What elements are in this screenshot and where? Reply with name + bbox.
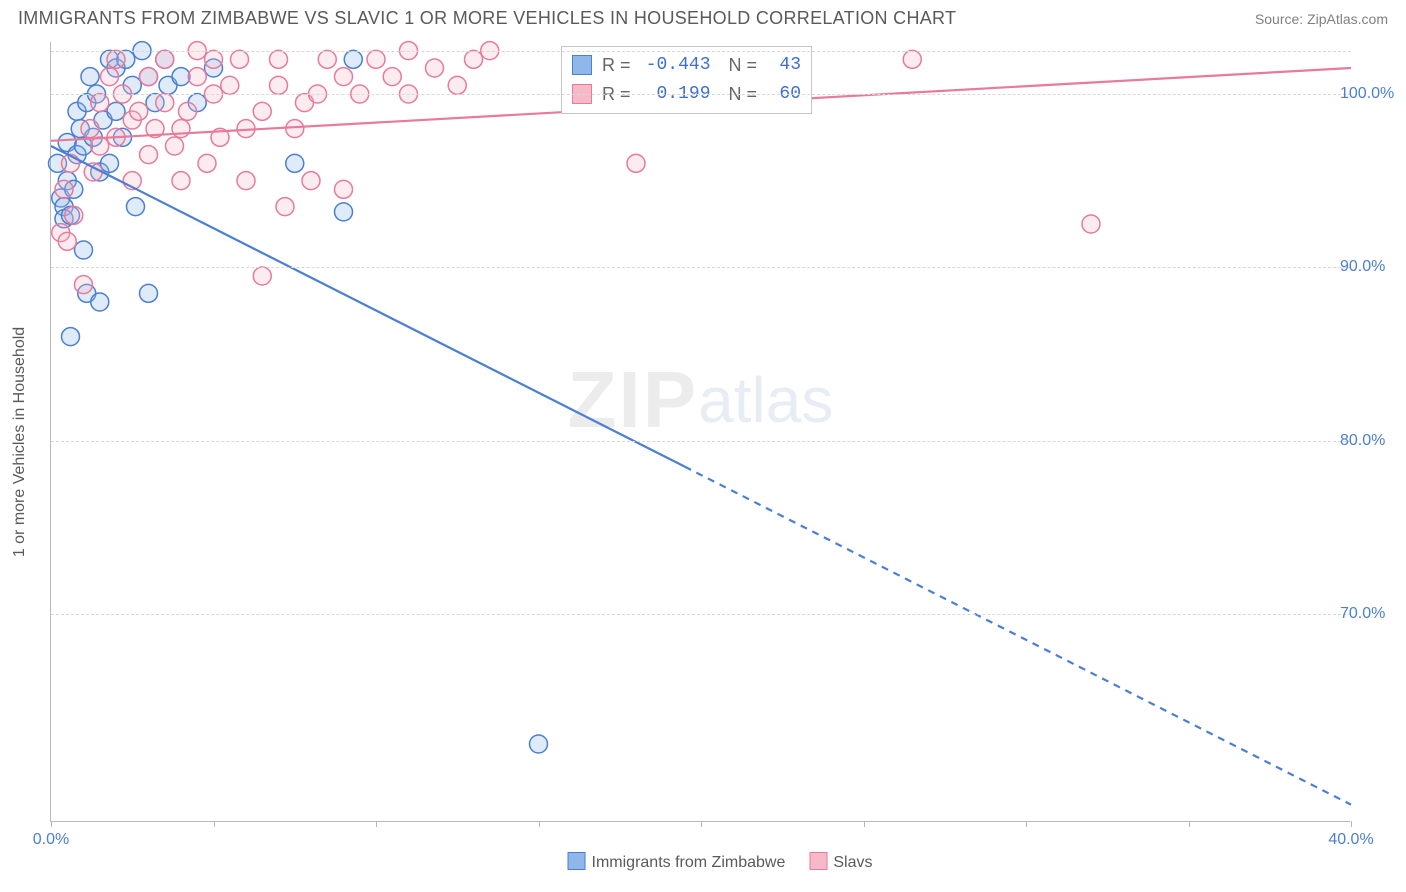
data-point-zimbabwe xyxy=(75,241,93,259)
gridline-h xyxy=(51,441,1351,442)
x-tick xyxy=(1189,821,1190,827)
data-point-slavs xyxy=(140,68,158,86)
chart-container: 1 or more Vehicles in Household ZIPatlas… xyxy=(50,42,1390,842)
data-point-slavs xyxy=(156,94,174,112)
y-tick-label: 100.0% xyxy=(1340,85,1400,103)
x-tick xyxy=(1026,821,1027,827)
data-point-zimbabwe xyxy=(107,102,125,120)
y-tick-label: 70.0% xyxy=(1340,605,1400,623)
data-point-slavs xyxy=(107,50,125,68)
correlation-stat-box: R =-0.443N =43R =0.199N =60 xyxy=(561,46,812,114)
legend-swatch xyxy=(568,852,586,870)
source-attribution: Source: ZipAtlas.com xyxy=(1255,11,1388,27)
bottom-legend: Immigrants from Zimbabwe Slavs xyxy=(568,852,873,872)
legend-item-slavs: Slavs xyxy=(809,852,872,872)
data-point-zimbabwe xyxy=(91,293,109,311)
data-point-slavs xyxy=(627,154,645,172)
chart-title: IMMIGRANTS FROM ZIMBABWE VS SLAVIC 1 OR … xyxy=(18,8,956,29)
trend-line xyxy=(51,146,685,467)
x-tick xyxy=(214,821,215,827)
statbox-swatch xyxy=(572,55,592,75)
data-point-slavs xyxy=(318,50,336,68)
data-point-slavs xyxy=(253,102,271,120)
x-tick-label: 0.0% xyxy=(33,831,69,849)
data-point-slavs xyxy=(65,206,83,224)
data-point-slavs xyxy=(302,172,320,190)
data-point-zimbabwe xyxy=(101,154,119,172)
svg-layer xyxy=(51,42,1351,822)
data-point-slavs xyxy=(253,267,271,285)
plot-area: ZIPatlas R =-0.443N =43R =0.199N =60 70.… xyxy=(50,42,1350,822)
x-tick xyxy=(539,821,540,827)
data-point-slavs xyxy=(58,232,76,250)
statbox-n-label: N = xyxy=(729,51,758,80)
data-point-zimbabwe xyxy=(286,154,304,172)
data-point-slavs xyxy=(448,76,466,94)
data-point-zimbabwe xyxy=(530,735,548,753)
x-tick-label: 40.0% xyxy=(1328,831,1373,849)
data-point-slavs xyxy=(140,146,158,164)
data-point-zimbabwe xyxy=(335,203,353,221)
y-tick-label: 80.0% xyxy=(1340,432,1400,450)
trend-line xyxy=(685,467,1351,805)
data-point-slavs xyxy=(101,68,119,86)
data-point-slavs xyxy=(205,50,223,68)
data-point-slavs xyxy=(172,172,190,190)
gridline-h xyxy=(51,94,1351,95)
x-tick xyxy=(51,821,52,827)
data-point-slavs xyxy=(91,94,109,112)
data-point-slavs xyxy=(231,50,249,68)
data-point-slavs xyxy=(237,172,255,190)
statbox-n-value: 43 xyxy=(767,51,801,80)
data-point-slavs xyxy=(276,198,294,216)
gridline-h xyxy=(51,614,1351,615)
statbox-r-label: R = xyxy=(602,51,631,80)
data-point-slavs xyxy=(383,68,401,86)
data-point-slavs xyxy=(55,180,73,198)
statbox-row-zimbabwe: R = -0.443 N = 43 xyxy=(572,51,801,80)
x-tick xyxy=(701,821,702,827)
legend-label: Immigrants from Zimbabwe xyxy=(592,854,786,871)
data-point-slavs xyxy=(84,163,102,181)
data-point-zimbabwe xyxy=(62,328,80,346)
data-point-slavs xyxy=(335,180,353,198)
data-point-slavs xyxy=(270,50,288,68)
x-tick xyxy=(1351,821,1352,827)
data-point-slavs xyxy=(903,50,921,68)
data-point-slavs xyxy=(81,120,99,138)
data-point-slavs xyxy=(91,137,109,155)
data-point-zimbabwe xyxy=(344,50,362,68)
data-point-slavs xyxy=(286,120,304,138)
data-point-slavs xyxy=(426,59,444,77)
gridline-h xyxy=(51,267,1351,268)
y-axis-label: 1 or more Vehicles in Household xyxy=(11,327,29,557)
data-point-slavs xyxy=(221,76,239,94)
data-point-slavs xyxy=(156,50,174,68)
data-point-slavs xyxy=(179,102,197,120)
data-point-zimbabwe xyxy=(81,68,99,86)
legend-item-zimbabwe: Immigrants from Zimbabwe xyxy=(568,852,786,872)
x-tick xyxy=(376,821,377,827)
data-point-zimbabwe xyxy=(127,198,145,216)
data-point-slavs xyxy=(198,154,216,172)
data-point-slavs xyxy=(75,276,93,294)
statbox-r-value: -0.443 xyxy=(641,51,711,80)
data-point-slavs xyxy=(166,137,184,155)
data-point-slavs xyxy=(465,50,483,68)
y-tick-label: 90.0% xyxy=(1340,258,1400,276)
data-point-zimbabwe xyxy=(140,284,158,302)
legend-label: Slavs xyxy=(833,854,872,871)
gridline-h xyxy=(51,51,1351,52)
data-point-slavs xyxy=(335,68,353,86)
legend-swatch xyxy=(809,852,827,870)
data-point-slavs xyxy=(188,68,206,86)
data-point-slavs xyxy=(1082,215,1100,233)
data-point-zimbabwe xyxy=(172,68,190,86)
data-point-slavs xyxy=(367,50,385,68)
x-tick xyxy=(864,821,865,827)
data-point-slavs xyxy=(270,76,288,94)
data-point-slavs xyxy=(130,102,148,120)
